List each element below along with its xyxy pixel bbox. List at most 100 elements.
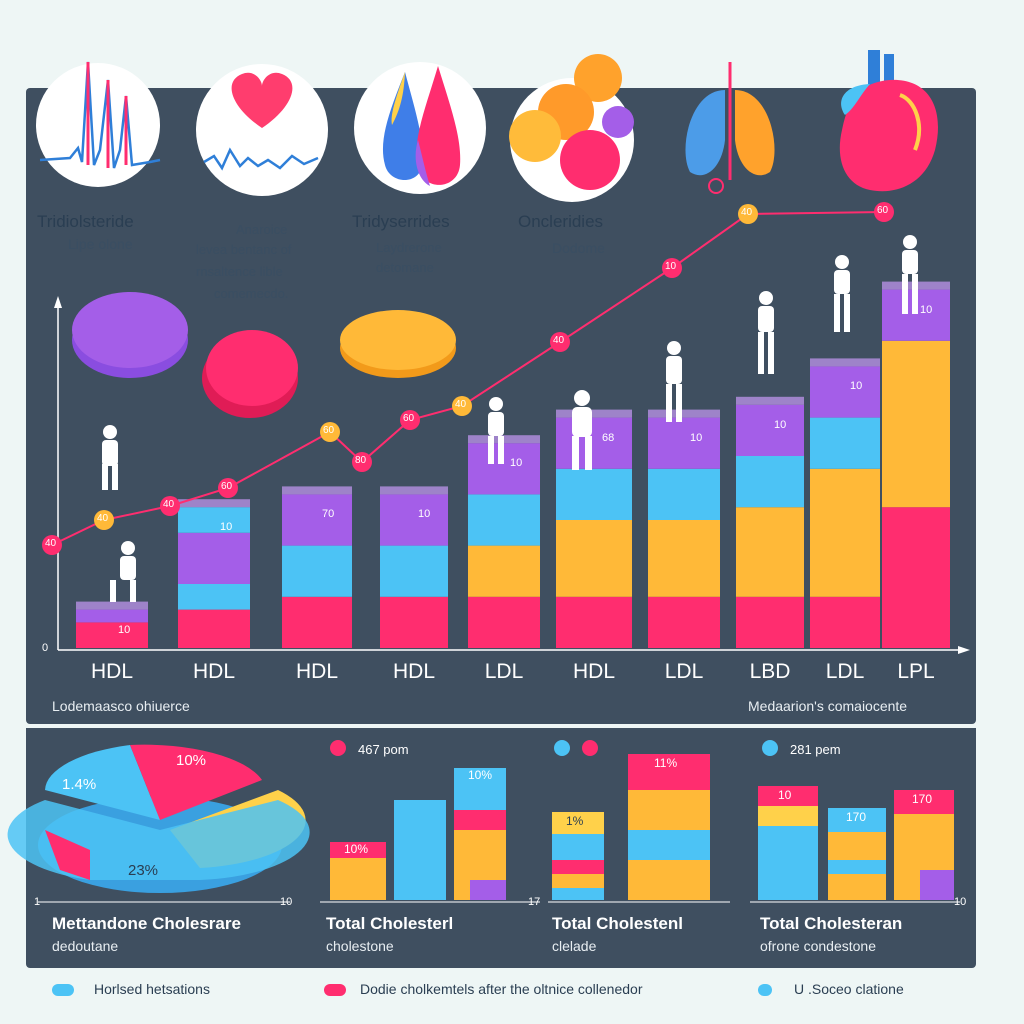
sub3-bar-label-1: 1% — [566, 814, 584, 828]
bar-value-label-1: 10 — [118, 623, 131, 636]
bar-2-segment-1 — [178, 609, 250, 648]
bar-value-label-7: 10 — [690, 431, 703, 444]
sub4-bar-label-3: 170 — [912, 792, 933, 806]
bar-8-top — [736, 396, 804, 405]
athlete-figure-1 — [102, 425, 118, 490]
category-label-3: HDL — [295, 660, 338, 683]
sub4-axis-right: 10 — [954, 896, 967, 908]
bar-6-top — [556, 409, 632, 418]
athlete-figure-8 — [902, 235, 918, 314]
trend-point-1 — [42, 535, 62, 555]
bar-4-top — [380, 486, 448, 495]
legend-dot-4 — [762, 740, 778, 756]
category-label-10: LPL — [897, 660, 935, 683]
bar-4-segment-3 — [380, 545, 448, 597]
droplets-icon — [354, 62, 486, 194]
trend-point-label-6: 80 — [355, 455, 367, 466]
pie-axis-left: 1 — [34, 896, 41, 908]
bar-2-segment-3 — [178, 584, 250, 610]
legend-text-2: Dodie cholkemtels after the oltnice coll… — [360, 981, 643, 997]
legend-swatch-2 — [324, 984, 346, 996]
trend-line-path — [51, 211, 885, 546]
category-label-7: LDL — [664, 660, 704, 683]
trend-point-2 — [94, 510, 114, 530]
icon-label-2d: comemecdo. — [214, 286, 289, 301]
bar-7-segment-3 — [648, 468, 720, 520]
bar-value-label-8: 10 — [774, 418, 787, 431]
icon-label-1a: Tridiolsteride — [37, 212, 134, 231]
bar-8-segment-1 — [736, 596, 804, 648]
heart-pulse-icon — [196, 64, 328, 196]
footer-right: Medaarion's comaiocente — [748, 698, 908, 714]
bar-2-segment-4 — [178, 532, 250, 584]
bar-5-segment-2 — [468, 545, 540, 597]
legend-dot-1 — [330, 740, 346, 756]
subchart-2-bars — [330, 768, 506, 900]
sub4-legend: 281 pem — [790, 742, 841, 757]
sub4-bar-label-2: 170 — [846, 810, 867, 824]
bar-3-segment-4 — [282, 494, 352, 546]
bar-8-segment-2 — [736, 507, 804, 597]
bar-9-segment-1 — [810, 596, 880, 648]
bar-3-segment-3 — [282, 545, 352, 597]
bar-value-label-5: 10 — [510, 457, 523, 470]
bar-10-segment-1 — [882, 507, 950, 648]
athlete-figure-4 — [572, 390, 592, 470]
sub2-legend: 467 pom — [358, 742, 409, 757]
bar-7-segment-4 — [648, 417, 720, 469]
category-label-9: LDL — [825, 660, 865, 683]
trend-point-12 — [874, 202, 894, 222]
trend-point-label-3: 40 — [163, 499, 175, 510]
trend-point-4 — [218, 478, 238, 498]
sub2-bar-label-3: 10% — [468, 768, 493, 782]
trend-point-3 — [160, 496, 180, 516]
trend-point-label-2: 40 — [97, 513, 109, 524]
sub2-bar-label-1: 10% — [344, 842, 369, 856]
trend-point-label-11: 40 — [741, 207, 753, 218]
athlete-figure-7 — [834, 255, 850, 332]
bar-4-segment-4 — [380, 494, 448, 546]
trend-point-label-7: 60 — [403, 413, 415, 424]
pie-subtitle: dedoutane — [52, 938, 119, 954]
pie-title: Mettandone Cholesrare — [52, 914, 241, 933]
icon-label-2b: levea bentanc of — [196, 242, 292, 257]
icon-label-2c: rnsaltence lible — [196, 264, 283, 279]
bar-value-label-10: 10 — [920, 303, 933, 316]
bar-6-segment-1 — [556, 596, 632, 648]
trend-point-11 — [738, 204, 758, 224]
bar-9-segment-2 — [810, 468, 880, 597]
subchart-4-bars — [758, 786, 954, 900]
bar-1-top — [76, 601, 148, 610]
ecg-spike-icon — [36, 61, 161, 187]
pie-chart — [7, 744, 310, 893]
bar-8-segment-3 — [736, 456, 804, 508]
athlete-figures — [102, 235, 918, 602]
sub4-title: Total Cholesteran — [760, 914, 903, 933]
y-origin-label: 0 — [42, 642, 49, 654]
bar-7-segment-2 — [648, 520, 720, 597]
pie-label-1: 1.4% — [62, 776, 97, 793]
bar-6-segment-2 — [556, 520, 632, 597]
legend-dot-2 — [554, 740, 570, 756]
trend-point-label-10: 10 — [665, 261, 677, 272]
pie-slice-blue — [45, 745, 160, 820]
legend-dot-3 — [582, 740, 598, 756]
sub2-title: Total Cholesterl — [326, 914, 454, 933]
bar-2-top — [178, 499, 250, 508]
bar-5-segment-1 — [468, 596, 540, 648]
sub2-bar-2 — [394, 800, 446, 900]
category-label-1: HDL — [90, 660, 133, 683]
trend-point-label-12: 60 — [877, 205, 889, 216]
icon-label-1b: Lipe olone — [68, 236, 133, 252]
pill-purple-icon — [72, 292, 188, 378]
lungs-icon — [685, 62, 775, 194]
bar-1-segment-4 — [76, 609, 148, 623]
bar-3-segment-1 — [282, 596, 352, 648]
bar-value-label-6: 68 — [602, 431, 615, 444]
bar-9-segment-3 — [810, 417, 880, 469]
bar-6-segment-4 — [556, 417, 632, 469]
legend-swatch-3 — [758, 984, 772, 996]
trend-point-8 — [452, 396, 472, 416]
